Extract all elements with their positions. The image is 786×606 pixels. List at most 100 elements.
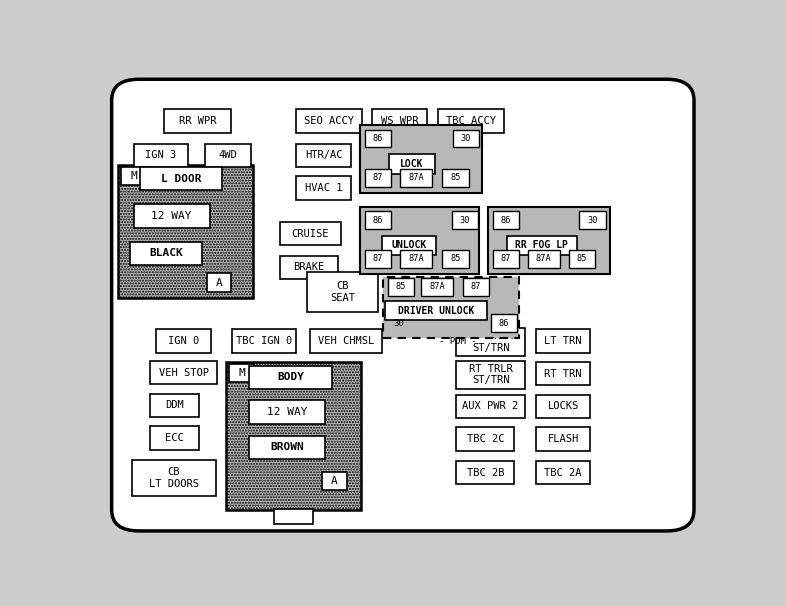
Text: 85: 85 bbox=[395, 282, 406, 291]
Bar bbox=[507, 236, 577, 255]
Text: BRAKE: BRAKE bbox=[293, 262, 325, 272]
Text: VEH STOP: VEH STOP bbox=[159, 368, 208, 378]
Text: IGN 0: IGN 0 bbox=[168, 336, 199, 346]
Text: L DOOR: L DOOR bbox=[160, 174, 201, 184]
Bar bbox=[457, 461, 514, 484]
Text: SEO ACCY: SEO ACCY bbox=[304, 116, 354, 126]
Bar bbox=[535, 461, 590, 484]
Bar bbox=[535, 330, 590, 353]
Text: 85: 85 bbox=[450, 255, 461, 264]
Bar bbox=[535, 395, 590, 418]
Text: BLACK: BLACK bbox=[149, 248, 182, 258]
Text: FLASH: FLASH bbox=[547, 434, 578, 444]
Bar bbox=[462, 278, 489, 296]
Text: LT TRN: LT TRN bbox=[544, 336, 582, 346]
Text: 30: 30 bbox=[587, 216, 598, 225]
Bar bbox=[156, 330, 211, 353]
Bar bbox=[150, 361, 217, 384]
Bar bbox=[491, 315, 517, 332]
Bar bbox=[535, 362, 590, 385]
Text: LOCKS: LOCKS bbox=[547, 401, 578, 411]
Text: TBC IGN 0: TBC IGN 0 bbox=[236, 336, 292, 346]
Text: 85: 85 bbox=[576, 255, 587, 264]
Bar bbox=[438, 109, 504, 133]
Bar bbox=[164, 109, 231, 133]
Bar bbox=[385, 301, 487, 321]
Text: WS WPR: WS WPR bbox=[381, 116, 418, 126]
Bar bbox=[207, 273, 231, 292]
Text: 12 WAY: 12 WAY bbox=[152, 211, 192, 221]
Text: RT TRLR
ST/TRN: RT TRLR ST/TRN bbox=[468, 364, 512, 385]
Bar bbox=[527, 250, 560, 268]
Bar bbox=[493, 211, 520, 229]
Bar bbox=[381, 236, 436, 255]
Text: 30: 30 bbox=[461, 134, 471, 143]
Text: RT TRN: RT TRN bbox=[544, 368, 582, 379]
Bar bbox=[457, 395, 525, 418]
Bar bbox=[310, 330, 382, 353]
Bar bbox=[443, 250, 468, 268]
Text: 30: 30 bbox=[459, 216, 470, 225]
Text: M: M bbox=[238, 368, 244, 378]
Text: 87: 87 bbox=[373, 173, 384, 182]
Bar bbox=[451, 211, 478, 229]
Text: 87: 87 bbox=[373, 255, 384, 264]
Text: HVAC 1: HVAC 1 bbox=[305, 183, 343, 193]
Bar bbox=[296, 144, 351, 167]
Bar bbox=[365, 130, 391, 147]
Text: IGN 3: IGN 3 bbox=[145, 150, 177, 161]
Bar bbox=[457, 427, 514, 451]
Text: CB
SEAT: CB SEAT bbox=[330, 281, 355, 302]
Text: 85: 85 bbox=[450, 173, 461, 182]
Text: TBC ACCY: TBC ACCY bbox=[446, 116, 496, 126]
Text: VEH CHMSL: VEH CHMSL bbox=[318, 336, 374, 346]
Text: RR FOG LP: RR FOG LP bbox=[516, 241, 568, 250]
Text: A: A bbox=[215, 278, 222, 288]
Bar bbox=[132, 460, 216, 496]
Bar bbox=[443, 169, 468, 187]
Bar bbox=[421, 278, 454, 296]
Bar bbox=[493, 250, 520, 268]
Bar bbox=[233, 330, 296, 353]
Bar bbox=[400, 250, 432, 268]
Bar bbox=[373, 109, 428, 133]
Text: 30: 30 bbox=[393, 319, 404, 328]
Text: 86: 86 bbox=[373, 134, 384, 143]
Text: CRUISE: CRUISE bbox=[292, 228, 329, 239]
Text: ECC: ECC bbox=[165, 433, 184, 443]
Bar bbox=[249, 366, 332, 389]
Bar bbox=[307, 272, 379, 311]
Text: M: M bbox=[130, 171, 137, 181]
Bar bbox=[274, 510, 314, 524]
Text: 86: 86 bbox=[373, 216, 384, 225]
Bar bbox=[400, 169, 432, 187]
Bar bbox=[205, 144, 251, 167]
Bar bbox=[360, 207, 479, 275]
Text: HTR/AC: HTR/AC bbox=[305, 150, 343, 161]
Text: 4WD: 4WD bbox=[219, 150, 237, 161]
Text: 86: 86 bbox=[501, 216, 512, 225]
Bar bbox=[387, 278, 413, 296]
Bar bbox=[230, 364, 254, 382]
Bar bbox=[322, 471, 347, 490]
Bar bbox=[384, 277, 519, 338]
Text: CB
LT DOORS: CB LT DOORS bbox=[149, 467, 199, 489]
Bar bbox=[134, 204, 210, 228]
Bar bbox=[457, 328, 525, 356]
Bar bbox=[453, 130, 479, 147]
Bar bbox=[457, 361, 525, 388]
Bar bbox=[488, 207, 610, 275]
Bar bbox=[579, 211, 606, 229]
Bar bbox=[365, 211, 391, 229]
Text: 86: 86 bbox=[499, 319, 509, 328]
Bar bbox=[389, 154, 435, 173]
Text: UNLOCK: UNLOCK bbox=[391, 241, 427, 250]
Text: 12 WAY: 12 WAY bbox=[267, 407, 307, 417]
Bar bbox=[535, 427, 590, 451]
Text: DDM: DDM bbox=[165, 401, 184, 410]
Text: RR WPR: RR WPR bbox=[178, 116, 216, 126]
Bar bbox=[568, 250, 595, 268]
Bar bbox=[249, 401, 325, 424]
Bar bbox=[365, 250, 391, 268]
Bar bbox=[296, 176, 351, 199]
